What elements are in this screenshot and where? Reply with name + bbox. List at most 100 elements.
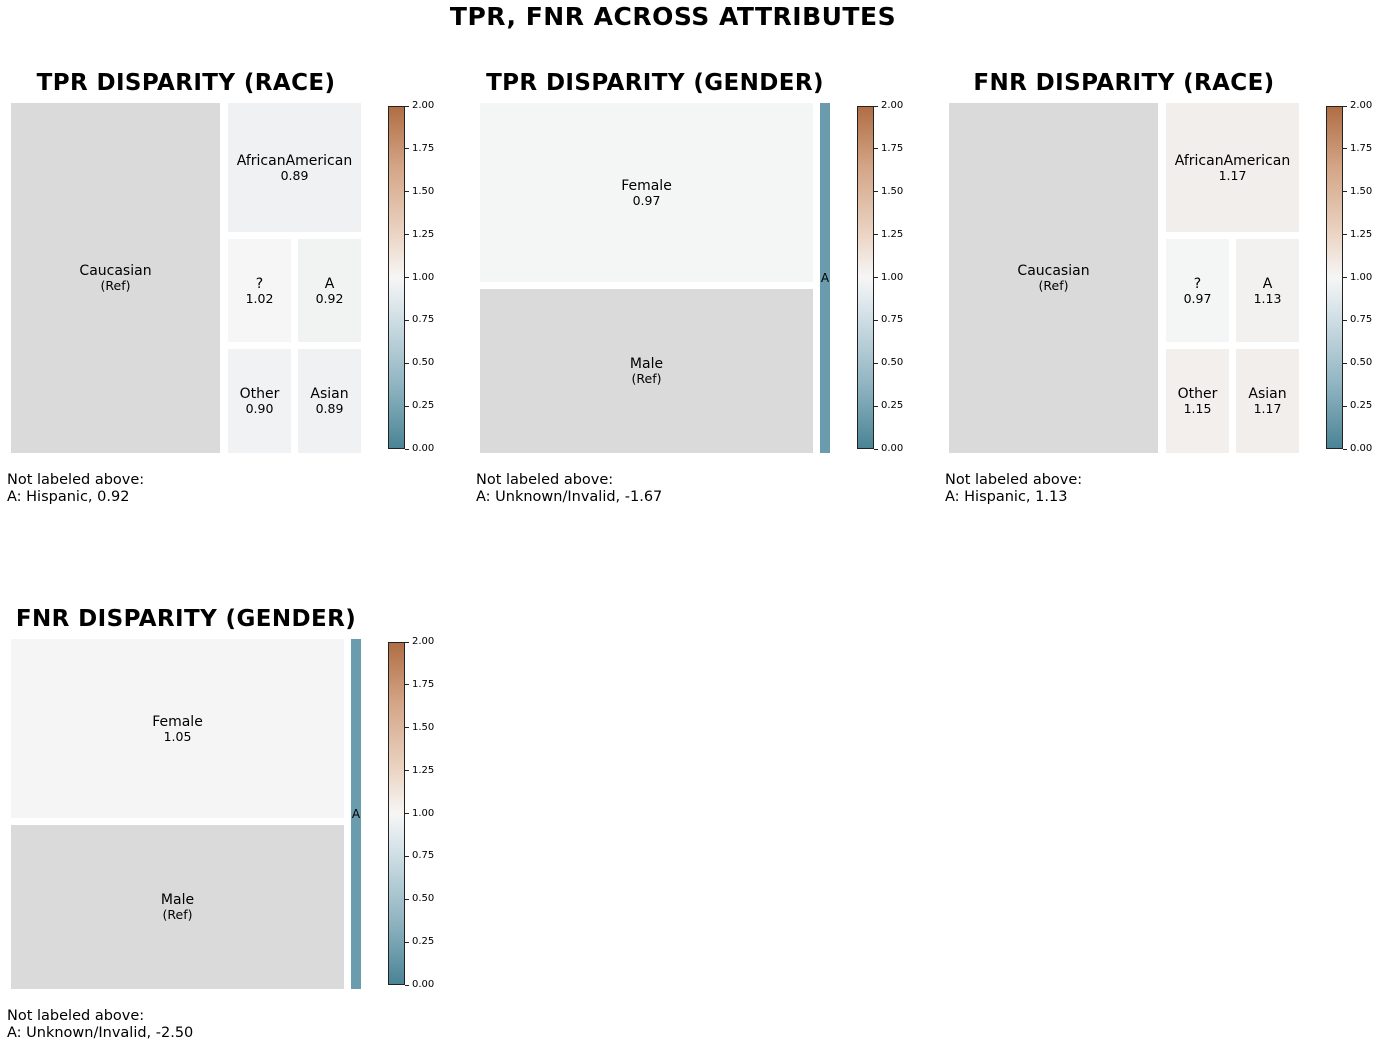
cell-label: Caucasian bbox=[79, 263, 152, 279]
treemap-cell: A 1.13 bbox=[1236, 239, 1299, 342]
cell-label: Other bbox=[239, 386, 280, 402]
colorbar-tick bbox=[405, 813, 409, 814]
cell-label: Other bbox=[1177, 386, 1218, 402]
colorbar-tick-label: 1.50 bbox=[881, 185, 904, 197]
colorbar-tick bbox=[405, 148, 409, 150]
colorbar-tick-label: 1.25 bbox=[412, 764, 435, 776]
colorbar-tick bbox=[1343, 448, 1347, 450]
colorbar-tick bbox=[874, 319, 878, 321]
treemap-cell: Other 1.15 bbox=[1166, 349, 1229, 453]
treemap-cell: Male (Ref) bbox=[11, 825, 344, 989]
unlabeled-note: Not labeled above: A: Unknown/Invalid, -1… bbox=[476, 472, 662, 506]
treemap-cell: Other 0.90 bbox=[228, 349, 291, 453]
colorbar-tick-label: 2.00 bbox=[1350, 100, 1373, 111]
panel-tpr-race: TPR DISPARITY (RACE) Caucasian (Ref) Afri… bbox=[0, 68, 440, 518]
treemap: Caucasian (Ref) AfricanAmerican 0.89 ? 1.02… bbox=[11, 103, 362, 453]
cell-label: Caucasian bbox=[1017, 263, 1090, 279]
colorbar-tick bbox=[405, 770, 409, 772]
colorbar-tick-label: 1.00 bbox=[1350, 271, 1373, 283]
note-text: A: Unknown/Invalid, -1.67 bbox=[476, 489, 663, 505]
cell-label: A bbox=[820, 271, 830, 285]
colorbar-tick bbox=[874, 448, 878, 450]
colorbar-tick bbox=[405, 105, 409, 107]
colorbar-tick-label: 1.25 bbox=[881, 228, 904, 240]
colorbar-tick bbox=[405, 684, 409, 686]
colorbar-tick bbox=[405, 641, 409, 643]
cell-value: 1.17 bbox=[1218, 167, 1247, 183]
cell-value: 1.15 bbox=[1183, 401, 1212, 416]
colorbar-tick-label: 0.75 bbox=[412, 314, 435, 326]
colorbar-tick-label: 1.50 bbox=[412, 721, 435, 733]
treemap-cell: A 0.92 bbox=[298, 239, 361, 342]
note-heading: Not labeled above: bbox=[7, 1008, 145, 1024]
colorbar-tick-label: 1.00 bbox=[881, 271, 904, 283]
colorbar-tick bbox=[1343, 277, 1347, 278]
colorbar-tick bbox=[1343, 234, 1347, 236]
colorbar-tick-label: 0.25 bbox=[412, 400, 435, 412]
colorbar-tick-label: 1.75 bbox=[1350, 142, 1373, 154]
cell-label: A bbox=[1262, 275, 1273, 292]
colorbar-tick bbox=[874, 405, 878, 407]
colorbar-tick-label: 0.75 bbox=[412, 850, 435, 862]
colorbar-tick-label: 2.00 bbox=[881, 100, 904, 111]
colorbar-tick bbox=[405, 362, 409, 364]
treemap-cell: AfricanAmerican 1.17 bbox=[1166, 103, 1299, 232]
cell-value: 0.90 bbox=[245, 401, 274, 416]
cell-label: Asian bbox=[310, 386, 349, 402]
colorbar-tick-label: 0.75 bbox=[1350, 314, 1373, 326]
colorbar-tick-label: 1.75 bbox=[881, 142, 904, 154]
panel-title: TPR DISPARITY (GENDER) bbox=[486, 70, 824, 96]
treemap-cell: Female 1.05 bbox=[11, 639, 344, 818]
treemap: Female 1.05 Male (Ref) A bbox=[11, 639, 362, 989]
treemap: Caucasian (Ref) AfricanAmerican 1.17 ? 0.97… bbox=[949, 103, 1300, 453]
colorbar-tick-label: 0.00 bbox=[1350, 443, 1373, 454]
cell-value: 0.89 bbox=[315, 401, 344, 416]
note-heading: Not labeled above: bbox=[945, 472, 1083, 488]
colorbar-tick-label: 1.00 bbox=[412, 807, 435, 819]
colorbar-tick bbox=[1343, 191, 1347, 193]
panel-title: FNR DISPARITY (RACE) bbox=[973, 70, 1275, 96]
colorbar-tick bbox=[405, 191, 409, 193]
cell-value: (Ref) bbox=[162, 907, 193, 922]
colorbar-gradient bbox=[388, 106, 405, 449]
cell-value: 1.05 bbox=[163, 728, 192, 744]
note-heading: Not labeled above: bbox=[7, 472, 145, 488]
cell-value: 1.17 bbox=[1253, 401, 1282, 416]
colorbar-tick-label: 0.00 bbox=[412, 443, 435, 454]
colorbar-gradient bbox=[388, 642, 405, 985]
cell-value: (Ref) bbox=[631, 371, 662, 386]
colorbar-tick-label: 1.75 bbox=[412, 142, 435, 154]
colorbar-tick bbox=[405, 898, 409, 900]
colorbar-tick-label: 1.25 bbox=[412, 228, 435, 240]
treemap-cell: ? 1.02 bbox=[228, 239, 291, 342]
note-heading: Not labeled above: bbox=[476, 472, 614, 488]
colorbar-tick bbox=[405, 277, 409, 278]
treemap-cell: Male (Ref) bbox=[480, 289, 813, 453]
panel-fnr-race: FNR DISPARITY (RACE) Caucasian (Ref) Afri… bbox=[938, 68, 1378, 518]
cell-label: Female bbox=[621, 177, 672, 194]
treemap-cell: A bbox=[820, 103, 830, 453]
cell-value: 1.02 bbox=[245, 290, 274, 306]
figure-title: TPR, FNR ACROSS ATTRIBUTES bbox=[449, 2, 897, 31]
colorbar-tick bbox=[1343, 319, 1347, 321]
cell-value: 0.92 bbox=[315, 290, 344, 306]
cell-label: AfricanAmerican bbox=[236, 152, 353, 169]
note-text: A: Unknown/Invalid, -2.50 bbox=[7, 1025, 194, 1041]
treemap-cell: Female 0.97 bbox=[480, 103, 813, 282]
cell-value: (Ref) bbox=[100, 278, 131, 293]
colorbar-tick-label: 0.50 bbox=[1350, 357, 1373, 369]
colorbar-gradient bbox=[1326, 106, 1343, 449]
treemap-cell: A bbox=[351, 639, 361, 989]
colorbar-tick bbox=[874, 148, 878, 150]
note-text: A: Hispanic, 1.13 bbox=[945, 489, 1068, 505]
colorbar-tick-label: 1.75 bbox=[412, 678, 435, 690]
cell-label: AfricanAmerican bbox=[1174, 152, 1291, 169]
colorbar-tick bbox=[874, 362, 878, 364]
colorbar-tick bbox=[1343, 148, 1347, 150]
colorbar-tick bbox=[874, 105, 878, 107]
colorbar-tick-label: 0.50 bbox=[881, 357, 904, 369]
colorbar-tick-label: 2.00 bbox=[412, 100, 435, 111]
unlabeled-note: Not labeled above: A: Hispanic, 0.92 bbox=[7, 472, 144, 506]
cell-value: 0.97 bbox=[1183, 290, 1212, 306]
panel-title: FNR DISPARITY (GENDER) bbox=[15, 606, 357, 632]
